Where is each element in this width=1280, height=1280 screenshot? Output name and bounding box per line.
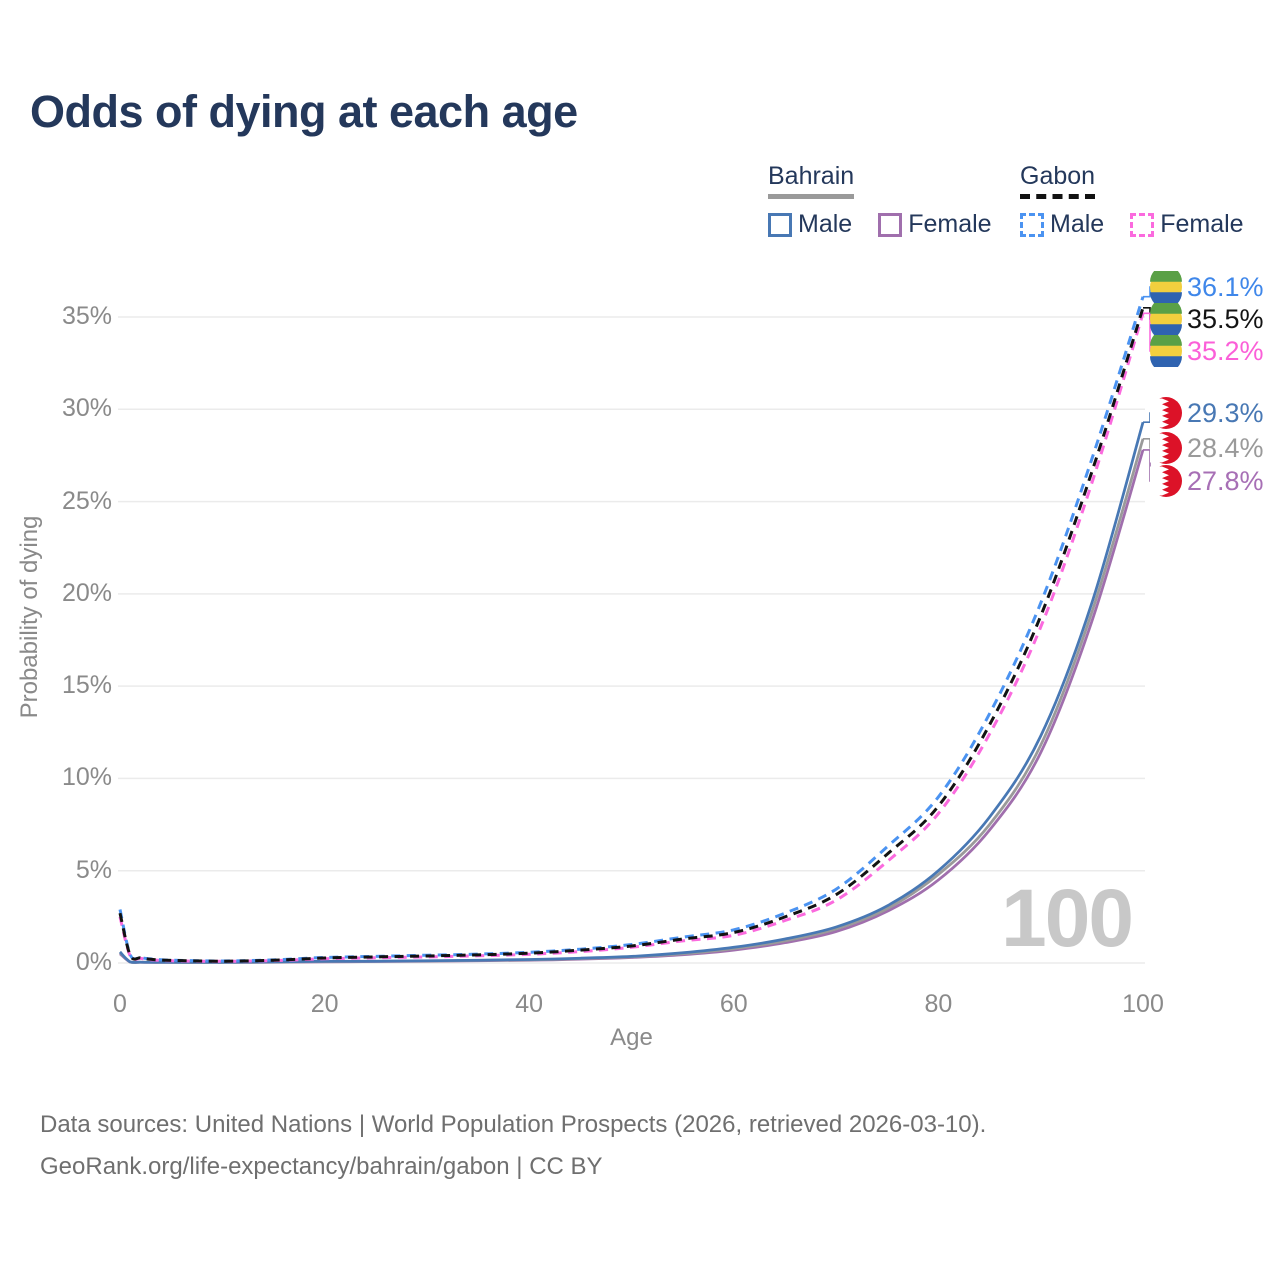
- end-label-bahrain: 28.4%: [1150, 432, 1264, 464]
- end-value-label: 27.8%: [1187, 465, 1264, 496]
- end-label-gabon-female: 35.2%: [1150, 335, 1264, 367]
- y-tick-label: 30%: [61, 394, 112, 423]
- end-label-bahrain-female: 27.8%: [1150, 465, 1264, 497]
- bahrain-flag-icon: [1150, 397, 1182, 429]
- y-axis-title: Probability of dying: [16, 515, 43, 719]
- legend-label-gabon-male[interactable]: Male: [1050, 210, 1105, 238]
- footer: Data sources: United Nations | World Pop…: [40, 1104, 986, 1188]
- legend-swatch-gabon-male[interactable]: [1020, 212, 1044, 237]
- x-tick-label: 60: [719, 990, 748, 1018]
- end-value-label: 29.3%: [1187, 397, 1264, 428]
- gabon-flag-icon: [1150, 335, 1182, 367]
- gabon-flag-icon: [1150, 271, 1182, 303]
- end-value-label: 28.4%: [1187, 432, 1264, 463]
- footer-data-sources: Data sources: United Nations | World Pop…: [40, 1111, 987, 1138]
- x-tick-label: 40: [515, 990, 544, 1018]
- end-label-gabon-male: 36.1%: [1150, 271, 1264, 303]
- y-tick-label: 5%: [75, 855, 112, 884]
- legend-swatch-gabon-female[interactable]: [1130, 212, 1155, 237]
- y-tick-label: 35%: [61, 302, 112, 330]
- legend-country-bahrain[interactable]: Bahrain: [768, 162, 855, 199]
- y-tick-label: 15%: [61, 671, 112, 700]
- gabon-line-style-sample: [1020, 194, 1096, 199]
- series-line-gabon-female[interactable]: [118, 312, 1145, 963]
- series-line-gabon[interactable]: [118, 307, 1145, 963]
- x-tick-label: 100: [1122, 990, 1164, 1018]
- end-value-label: 35.2%: [1187, 335, 1264, 366]
- legend-group-bahrain: Bahrain Male Female: [768, 162, 992, 239]
- end-label-gabon: 35.5%: [1150, 303, 1264, 335]
- x-tick-label: 20: [310, 990, 339, 1018]
- y-tick-label: 10%: [61, 763, 112, 792]
- y-tick-label: 25%: [61, 486, 112, 515]
- gridlines: [118, 316, 1145, 964]
- bahrain-flag-icon: [1150, 432, 1182, 464]
- legend-swatch-bahrain-male[interactable]: [768, 212, 792, 237]
- bahrain-flag-icon: [1150, 465, 1182, 497]
- y-tick-label: 0%: [75, 948, 112, 976]
- legend-label-gabon-female[interactable]: Female: [1160, 210, 1244, 238]
- series-line-bahrain[interactable]: [119, 438, 1145, 964]
- page-title: Odds of dying at each age: [30, 86, 578, 137]
- series-line-gabon-male[interactable]: [118, 296, 1145, 963]
- footer-attribution: GeoRank.org/life-expectancy/bahrain/gabo…: [40, 1153, 603, 1180]
- x-axis-title: Age: [610, 1024, 653, 1051]
- age-cursor-watermark: 100: [1001, 873, 1134, 964]
- legend-label-bahrain-male[interactable]: Male: [798, 210, 853, 238]
- x-tick-label: 0: [113, 990, 127, 1018]
- series-line-bahrain-male[interactable]: [118, 421, 1145, 964]
- x-tick-label: 80: [924, 990, 953, 1018]
- legend-country-gabon-label: Gabon: [1020, 162, 1096, 190]
- bahrain-line-style-sample: [768, 194, 855, 199]
- end-value-label: 36.1%: [1187, 271, 1264, 302]
- end-value-label: 35.5%: [1187, 303, 1264, 334]
- gabon-flag-icon: [1150, 303, 1182, 335]
- legend-country-gabon[interactable]: Gabon: [1020, 162, 1096, 199]
- end-label-bahrain-male: 29.3%: [1150, 397, 1264, 429]
- legend-group-gabon: Gabon Male Female: [1020, 162, 1244, 239]
- legend-label-bahrain-female[interactable]: Female: [908, 210, 992, 238]
- legend-swatch-bahrain-female[interactable]: [878, 212, 903, 237]
- series-line-bahrain-female[interactable]: [119, 449, 1145, 964]
- legend-country-bahrain-label: Bahrain: [768, 162, 855, 190]
- y-tick-label: 20%: [61, 578, 112, 607]
